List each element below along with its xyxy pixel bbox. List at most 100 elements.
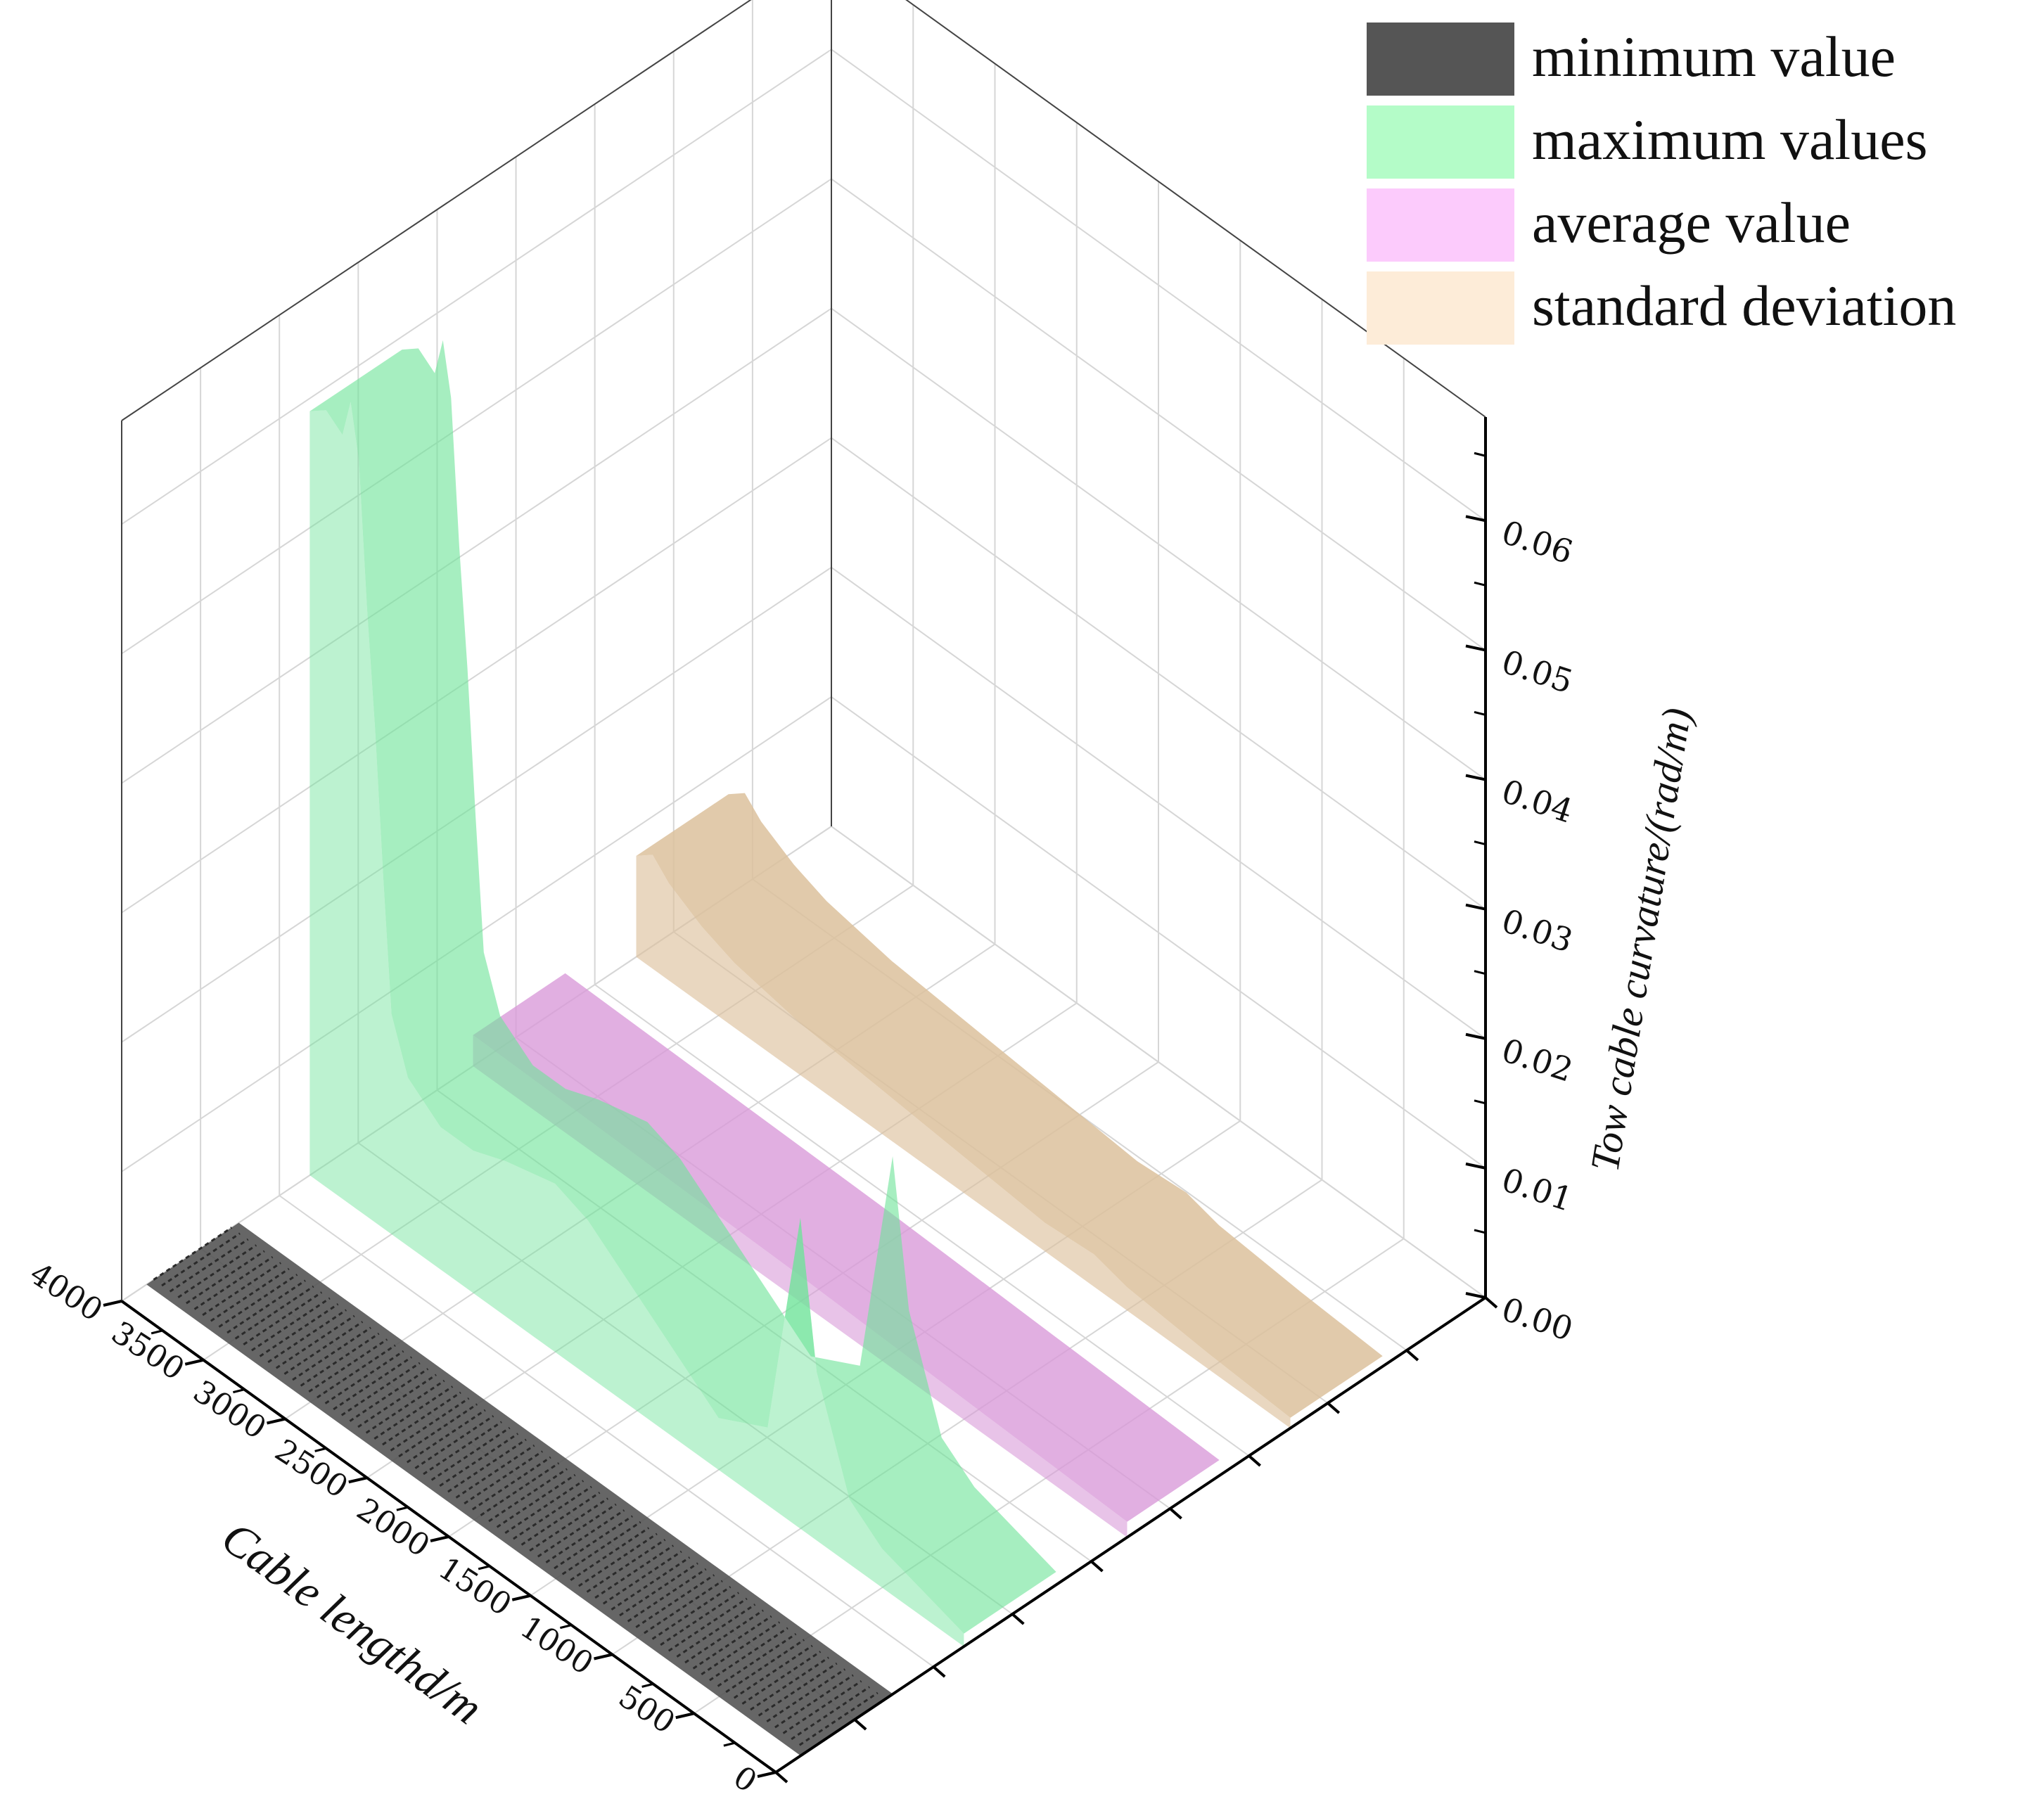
legend-label: standard deviation [1532,274,1956,338]
series-layer [146,340,1383,1756]
hatch-mark [488,1468,568,1523]
hatch-mark [619,1562,698,1617]
hatch-mark [177,1244,257,1298]
grid-line [831,178,1486,651]
y-tick-label: 0.03 [1497,902,1578,960]
legend-swatch [1367,271,1514,345]
hatch-mark [741,1651,822,1705]
hatch-mark [709,1627,788,1682]
hatch-mark [644,1580,723,1634]
x-minor-tick [233,1388,245,1394]
hatch-mark [594,1544,674,1599]
hatch-mark [660,1592,739,1646]
x-minor-tick [151,1329,163,1335]
y-tick-label: 0.01 [1497,1160,1578,1219]
grid-line [831,696,1486,1169]
hatch-mark [766,1668,846,1722]
hatch-mark [373,1386,454,1440]
hatch-mark [774,1674,854,1729]
hatch-mark [169,1238,249,1293]
hatch-mark [267,1309,347,1364]
grid-line [121,307,832,784]
depth-tick [932,1665,946,1678]
hatch-mark [602,1550,682,1605]
grid-line [279,1195,934,1668]
legend: minimum value maximum values average value… [1367,23,1956,345]
grid-line [831,566,1486,1039]
x-tick-label: 1500 [432,1550,518,1623]
hatch-mark [676,1604,756,1658]
legend-swatch [1367,105,1514,179]
legend-label: minimum value [1532,25,1896,89]
grid-line [121,49,832,525]
y-tick-label: 0.06 [1497,513,1578,571]
hatch-mark [782,1680,862,1734]
x-tick-label: 3500 [105,1314,191,1388]
hatch-mark [283,1321,364,1375]
hatch-mark [725,1639,805,1694]
x-axis-title: Cable lengthd/m [212,1511,492,1734]
hatch-mark [390,1397,470,1452]
x-tick [594,1653,613,1660]
y-tick [1465,644,1486,652]
series-standard-deviation [636,793,1383,1428]
hatch-mark [423,1421,502,1476]
x-tick [511,1594,531,1601]
y-tick [1465,903,1486,911]
y-tick [1465,1292,1486,1299]
hatch-mark [349,1368,429,1422]
x-tick [103,1300,122,1307]
hatch-mark [651,1586,732,1640]
hatch-mark [611,1556,691,1611]
y-tick-label: 0.02 [1497,1031,1578,1089]
legend-swatch [1367,23,1514,96]
hatch-mark [791,1686,870,1741]
hatch-mark [554,1515,633,1570]
hatch-mark [464,1450,543,1505]
x-minor-tick [723,1741,736,1747]
depth-tick [1090,1560,1104,1573]
y-tick [1465,1162,1486,1170]
hatch-mark [798,1691,879,1746]
hatch-mark [504,1480,585,1534]
hatch-mark [447,1438,527,1493]
hatch-mark [627,1568,707,1623]
y-tick-label: 0.05 [1497,643,1578,701]
y-tick [1465,1032,1486,1040]
legend-label: maximum values [1532,108,1928,172]
grid-line [121,566,832,1043]
hatch-mark [513,1485,592,1540]
hatch-mark [455,1445,535,1499]
x-tick [267,1417,286,1425]
hatch-mark [471,1456,551,1511]
hatch-mark [398,1403,478,1458]
depth-axis-line [774,1296,1487,1774]
hatch-mark [750,1656,829,1711]
hatch-mark [259,1303,339,1357]
x-minor-tick [478,1565,490,1570]
x-tick-label: 0 [727,1759,763,1800]
hatch-mark [561,1521,641,1575]
x-tick-label: 2500 [269,1433,354,1506]
hatch-mark [480,1462,560,1516]
x-tick-label: 2000 [350,1491,436,1564]
hatch-mark [357,1374,437,1428]
depth-tick [1248,1454,1261,1467]
x-minor-tick [560,1624,572,1630]
hatch-mark [382,1391,461,1446]
hatch-mark [251,1297,331,1352]
depth-tick [774,1771,788,1784]
grid-line [121,178,832,655]
grid-line [831,826,1486,1298]
hatch-mark [340,1362,421,1416]
hatch-mark [570,1527,650,1581]
hatch-mark [186,1250,265,1305]
y-tick [1465,774,1486,781]
grid-line [121,437,832,914]
hatch-mark [430,1426,511,1481]
hatch-mark [365,1379,445,1434]
hatch-mark [717,1633,797,1687]
hatch-mark [406,1409,486,1464]
